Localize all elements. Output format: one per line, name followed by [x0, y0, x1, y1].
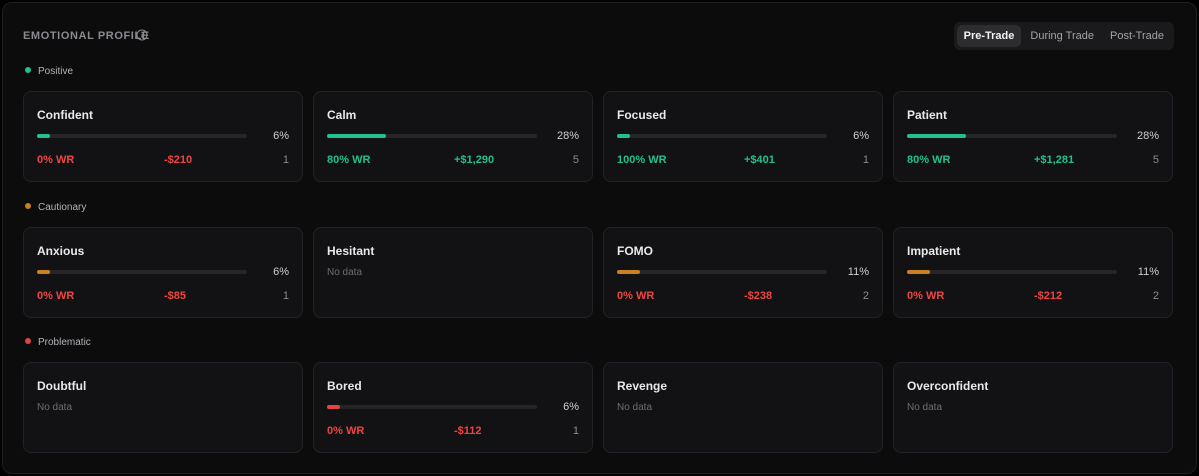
- pnl-value: -$210: [164, 154, 193, 166]
- phase-tabs: Pre-Trade During Trade Post-Trade: [953, 22, 1174, 50]
- emotion-name: Anxious: [37, 244, 85, 258]
- section-label-cautionary: Cautionary: [25, 201, 86, 215]
- frequency-bar-fill: [37, 134, 50, 138]
- pnl-value: +$1,281: [1034, 154, 1075, 166]
- trade-count: 1: [282, 154, 289, 166]
- section-label-text: Problematic: [38, 337, 91, 348]
- frequency-bar-fill: [327, 405, 340, 409]
- tab-post-trade[interactable]: Post-Trade: [1109, 30, 1164, 42]
- trade-count: 2: [862, 290, 869, 302]
- frequency-bar: [907, 270, 1117, 274]
- status-dot-icon: [25, 338, 31, 344]
- emotion-name: Overconfident: [907, 379, 989, 393]
- info-icon[interactable]: [136, 29, 148, 41]
- emotion-card-overconfident[interactable]: Overconfident No data: [893, 362, 1173, 453]
- frequency-bar: [907, 134, 1117, 138]
- panel-title: EMOTIONAL PROFILE: [23, 30, 150, 42]
- no-data-text: No data: [37, 402, 73, 413]
- emotion-name: Doubtful: [37, 379, 87, 393]
- emotion-name: Patient: [907, 108, 948, 122]
- frequency-percent: 6%: [273, 266, 289, 278]
- frequency-percent: 6%: [853, 130, 869, 142]
- win-rate: 0% WR: [907, 290, 945, 302]
- trade-count: 1: [862, 154, 869, 166]
- pnl-value: -$112: [454, 425, 482, 437]
- section-label-positive: Positive: [25, 65, 73, 79]
- no-data-text: No data: [617, 402, 653, 413]
- win-rate: 80% WR: [907, 154, 951, 166]
- section-label-problematic: Problematic: [25, 336, 91, 350]
- emotion-card-patient[interactable]: Patient 28% 80% WR +$1,281 5: [893, 91, 1173, 182]
- win-rate: 100% WR: [617, 154, 667, 166]
- frequency-percent: 6%: [563, 401, 579, 413]
- section-label-text: Cautionary: [38, 202, 87, 213]
- pnl-value: -$212: [1034, 290, 1063, 302]
- win-rate: 0% WR: [327, 425, 365, 437]
- tab-pre-trade[interactable]: Pre-Trade: [956, 25, 1022, 47]
- pnl-value: +$1,290: [454, 154, 495, 166]
- frequency-percent: 11%: [1137, 266, 1159, 278]
- emotion-card-focused[interactable]: Focused 6% 100% WR +$401 1: [603, 91, 883, 182]
- frequency-bar: [37, 134, 247, 138]
- trade-count: 1: [572, 425, 579, 437]
- emotion-card-hesitant[interactable]: Hesitant No data: [313, 227, 593, 318]
- emotion-name: Hesitant: [327, 244, 375, 258]
- win-rate: 0% WR: [617, 290, 655, 302]
- pnl-value: -$238: [744, 290, 773, 302]
- emotion-card-fomo[interactable]: FOMO 11% 0% WR -$238 2: [603, 227, 883, 318]
- trade-count: 5: [1152, 154, 1159, 166]
- win-rate: 80% WR: [327, 154, 371, 166]
- emotion-name: Calm: [327, 108, 357, 122]
- status-dot-icon: [25, 67, 31, 73]
- emotion-card-doubtful[interactable]: Doubtful No data: [23, 362, 303, 453]
- emotion-name: Focused: [617, 108, 667, 122]
- no-data-text: No data: [907, 402, 943, 413]
- emotion-name: Revenge: [617, 379, 668, 393]
- emotion-card-impatient[interactable]: Impatient 11% 0% WR -$212 2: [893, 227, 1173, 318]
- emotion-card-anxious[interactable]: Anxious 6% 0% WR -$85 1: [23, 227, 303, 318]
- win-rate: 0% WR: [37, 290, 75, 302]
- emotion-name: Impatient: [907, 244, 961, 258]
- frequency-bar: [327, 134, 537, 138]
- frequency-bar-fill: [327, 134, 386, 138]
- frequency-bar-fill: [907, 134, 966, 138]
- emotion-name: FOMO: [617, 244, 653, 258]
- status-dot-icon: [25, 203, 31, 209]
- panel-header: EMOTIONAL PROFILE Pre-Trade During Trade…: [23, 22, 1174, 51]
- pnl-value: -$85: [164, 290, 187, 302]
- frequency-bar-fill: [617, 134, 630, 138]
- emotion-name: Confident: [37, 108, 93, 122]
- frequency-percent: 11%: [847, 266, 869, 278]
- trade-count: 5: [572, 154, 579, 166]
- section-label-text: Positive: [38, 66, 74, 77]
- frequency-percent: 6%: [273, 130, 289, 142]
- frequency-bar: [327, 405, 537, 409]
- frequency-bar: [37, 270, 247, 274]
- trade-count: 2: [1152, 290, 1159, 302]
- emotion-card-confident[interactable]: Confident 6% 0% WR -$210 1: [23, 91, 303, 182]
- frequency-bar-fill: [37, 270, 50, 274]
- frequency-bar: [617, 270, 827, 274]
- emotion-name: Bored: [327, 379, 362, 393]
- frequency-bar: [617, 134, 827, 138]
- trade-count: 1: [282, 290, 289, 302]
- frequency-bar-fill: [617, 270, 641, 274]
- emotion-card-bored[interactable]: Bored 6% 0% WR -$112 1: [313, 362, 593, 453]
- no-data-text: No data: [327, 267, 363, 278]
- pnl-value: +$401: [744, 154, 775, 166]
- emotion-card-calm[interactable]: Calm 28% 80% WR +$1,290 5: [313, 91, 593, 182]
- frequency-percent: 28%: [556, 130, 579, 142]
- frequency-percent: 28%: [1136, 130, 1159, 142]
- frequency-bar-fill: [907, 270, 931, 274]
- tab-during-trade[interactable]: During Trade: [1030, 30, 1094, 42]
- win-rate: 0% WR: [37, 154, 75, 166]
- emotion-card-revenge[interactable]: Revenge No data: [603, 362, 883, 453]
